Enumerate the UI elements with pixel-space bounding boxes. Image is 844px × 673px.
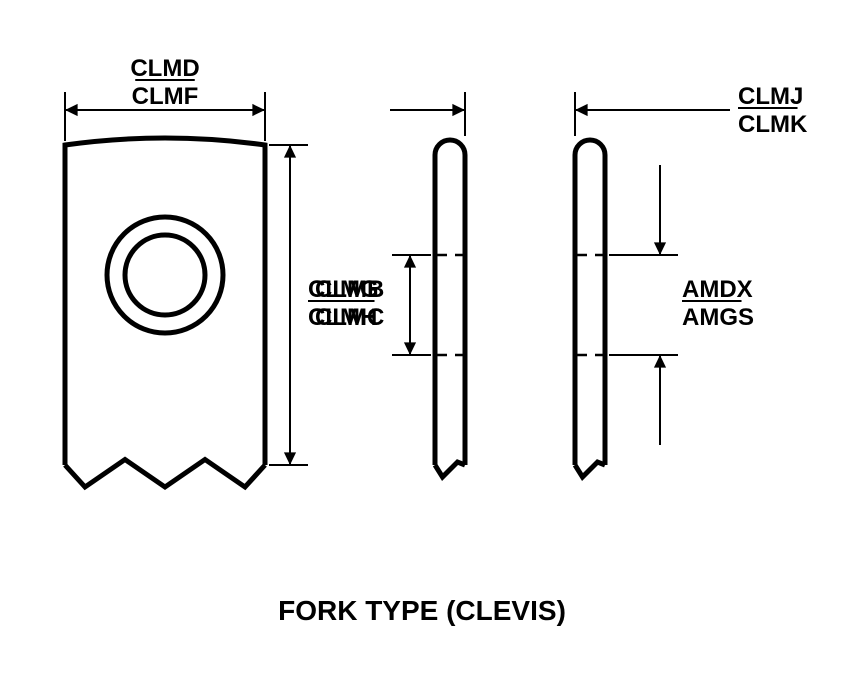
- dim-gap-label: CLMJCLMK: [738, 83, 808, 138]
- svg-text:CLMB: CLMB: [315, 276, 384, 303]
- dim-hole-label: CLMBCLMC: [315, 276, 384, 331]
- svg-text:CLMK: CLMK: [738, 111, 808, 138]
- svg-text:CLMC: CLMC: [315, 304, 384, 331]
- hole-inner: [125, 235, 205, 315]
- prong-break: [575, 462, 605, 477]
- svg-text:CLMF: CLMF: [132, 83, 199, 110]
- diagram-title: FORK TYPE (CLEVIS): [278, 595, 566, 626]
- prong-outline: [575, 140, 605, 465]
- svg-text:AMDX: AMDX: [682, 276, 753, 303]
- prong-outline: [435, 140, 465, 465]
- svg-text:CLMJ: CLMJ: [738, 83, 803, 110]
- dim-thickness-label: AMDXAMGS: [682, 276, 754, 331]
- svg-text:CLMD: CLMD: [130, 55, 199, 82]
- front-view-break: [65, 460, 265, 488]
- front-view-outline: [65, 138, 265, 465]
- prong-break: [435, 462, 465, 477]
- svg-text:AMGS: AMGS: [682, 304, 754, 331]
- dim-width-label: CLMDCLMF: [130, 55, 199, 110]
